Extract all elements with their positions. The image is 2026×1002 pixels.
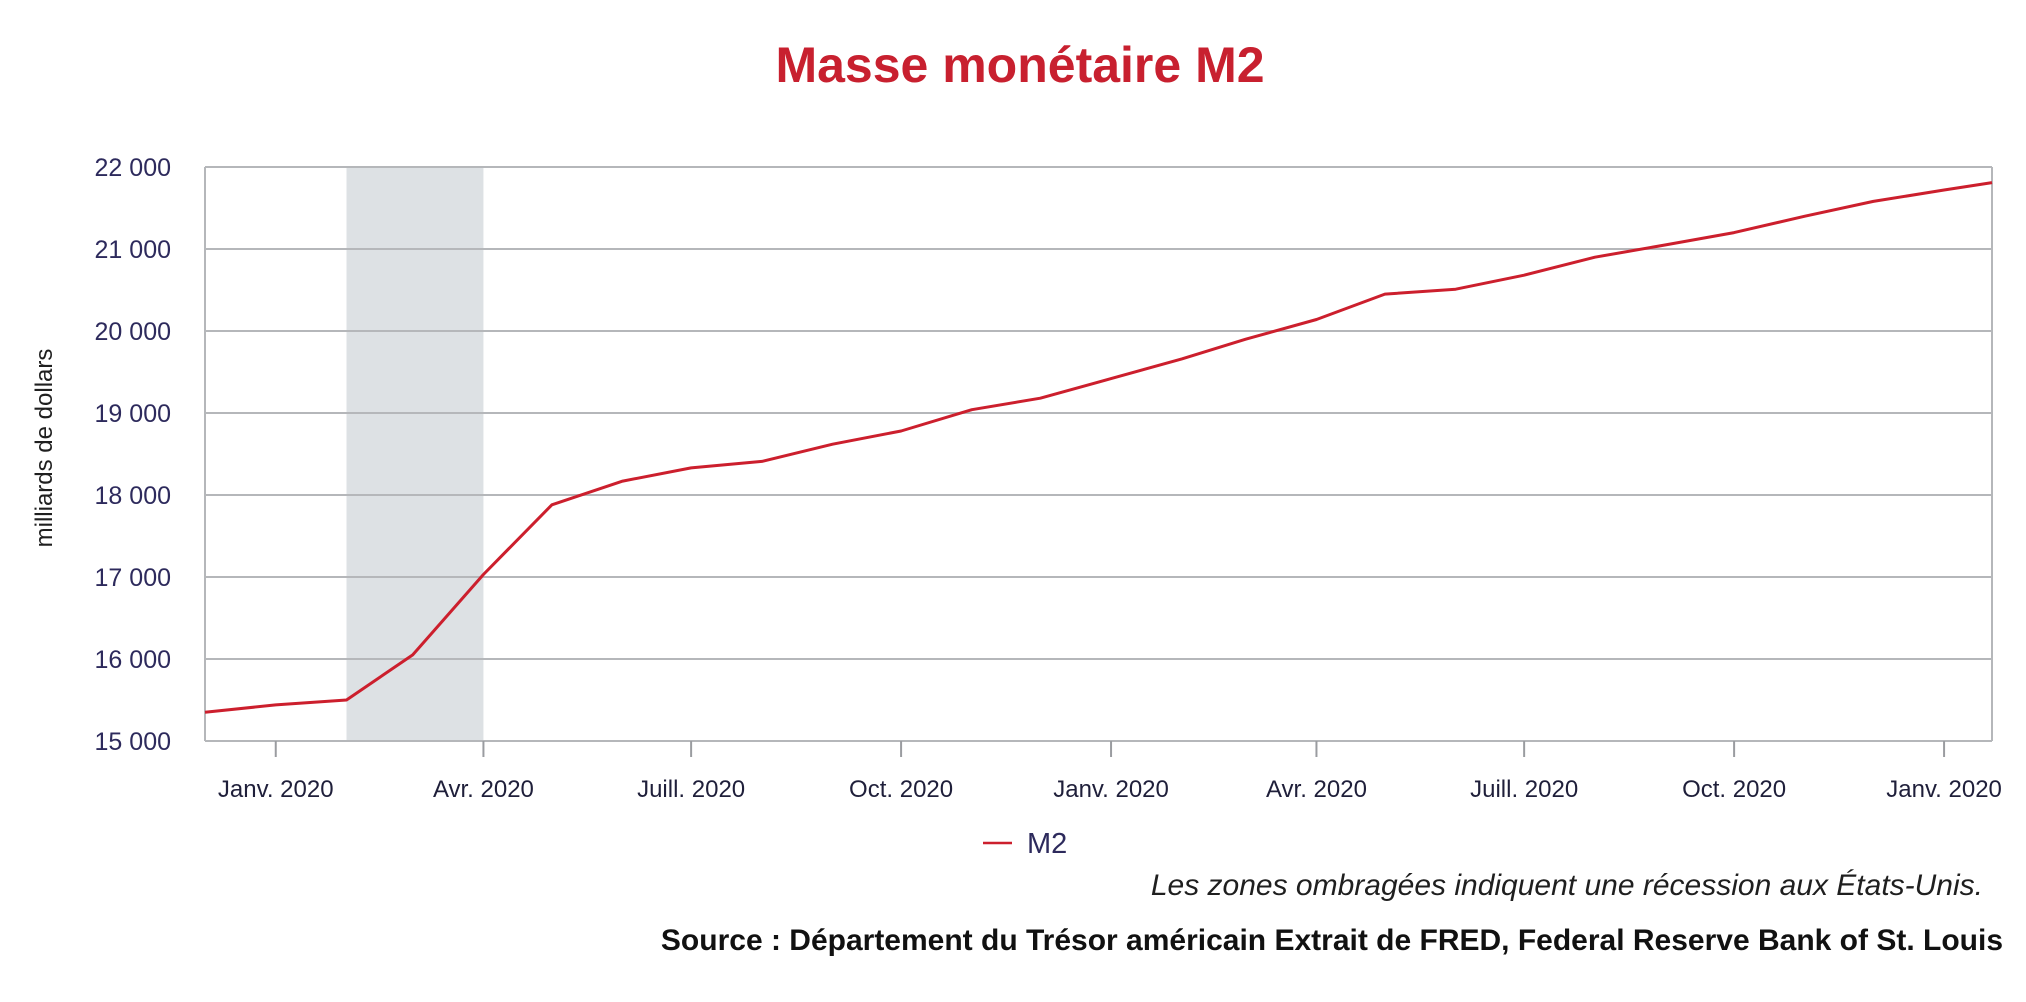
data-point-m2 — [1803, 214, 1807, 218]
data-point-m2 — [1732, 231, 1736, 235]
data-point-m2 — [970, 408, 974, 412]
x-tick-label: Oct. 2020 — [1682, 776, 1786, 803]
x-tick-label: Juill. 2020 — [637, 776, 745, 803]
x-tick-label: Avr. 2020 — [433, 776, 534, 803]
data-point-m2 — [1664, 243, 1668, 247]
x-tick-label: Juill. 2020 — [1470, 776, 1578, 803]
y-tick-label: 18 000 — [95, 482, 171, 510]
data-point-m2 — [1383, 292, 1387, 296]
data-point-m2 — [899, 429, 903, 433]
data-point-m2 — [1314, 318, 1318, 322]
data-point-m2 — [344, 698, 348, 702]
data-point-m2 — [621, 479, 625, 483]
data-point-m2 — [689, 466, 693, 470]
source-line: Source : Département du Trésor américain… — [661, 924, 2003, 957]
data-point-m2 — [1522, 273, 1526, 277]
x-tick-label: Janv. 2020 — [1886, 776, 2002, 803]
series-line-m2 — [204, 181, 1993, 714]
x-tick-label: Janv. 2020 — [218, 776, 334, 803]
y-tick-label: 16 000 — [95, 646, 171, 674]
recession-note: Les zones ombragées indiquent une récess… — [1151, 869, 1983, 902]
plot-area: 15 000 16 000 17 000 18 000 19 000 20 000 21 0… — [95, 154, 2002, 803]
y-tick-label: 20 000 — [95, 318, 171, 346]
x-tick-label: Oct. 2020 — [849, 776, 953, 803]
data-point-m2 — [1454, 287, 1458, 291]
data-point-m2 — [411, 653, 415, 657]
recession-shading — [346, 167, 484, 741]
data-point-m2 — [1593, 255, 1597, 259]
y-axis-label: milliards de dollars — [31, 349, 58, 548]
data-point-m2 — [203, 710, 207, 714]
data-point-m2 — [481, 573, 485, 577]
data-point-m2 — [1038, 396, 1042, 400]
data-point-m2 — [831, 442, 835, 446]
y-tick-label: 22 000 — [95, 154, 171, 182]
data-point-m2 — [1871, 199, 1875, 203]
y-tick-label: 15 000 — [95, 728, 171, 756]
x-tick-label: Avr. 2020 — [1266, 776, 1367, 803]
y-tick-label: 19 000 — [95, 400, 171, 428]
data-point-m2 — [1942, 188, 1946, 192]
x-tick-label: Janv. 2020 — [1053, 776, 1169, 803]
data-point-m2 — [274, 703, 278, 707]
legend-label-m2: M2 — [1027, 828, 1067, 860]
data-point-m2 — [760, 459, 764, 463]
y-tick-label: 21 000 — [95, 236, 171, 264]
chart-title: Masse monétaire M2 — [775, 37, 1264, 93]
legend: M2 — [983, 828, 1067, 860]
data-point-m2 — [1180, 357, 1184, 361]
y-tick-label: 17 000 — [95, 564, 171, 592]
data-point-m2 — [1244, 337, 1248, 341]
data-point-m2 — [1109, 377, 1113, 381]
data-point-m2 — [550, 503, 554, 507]
